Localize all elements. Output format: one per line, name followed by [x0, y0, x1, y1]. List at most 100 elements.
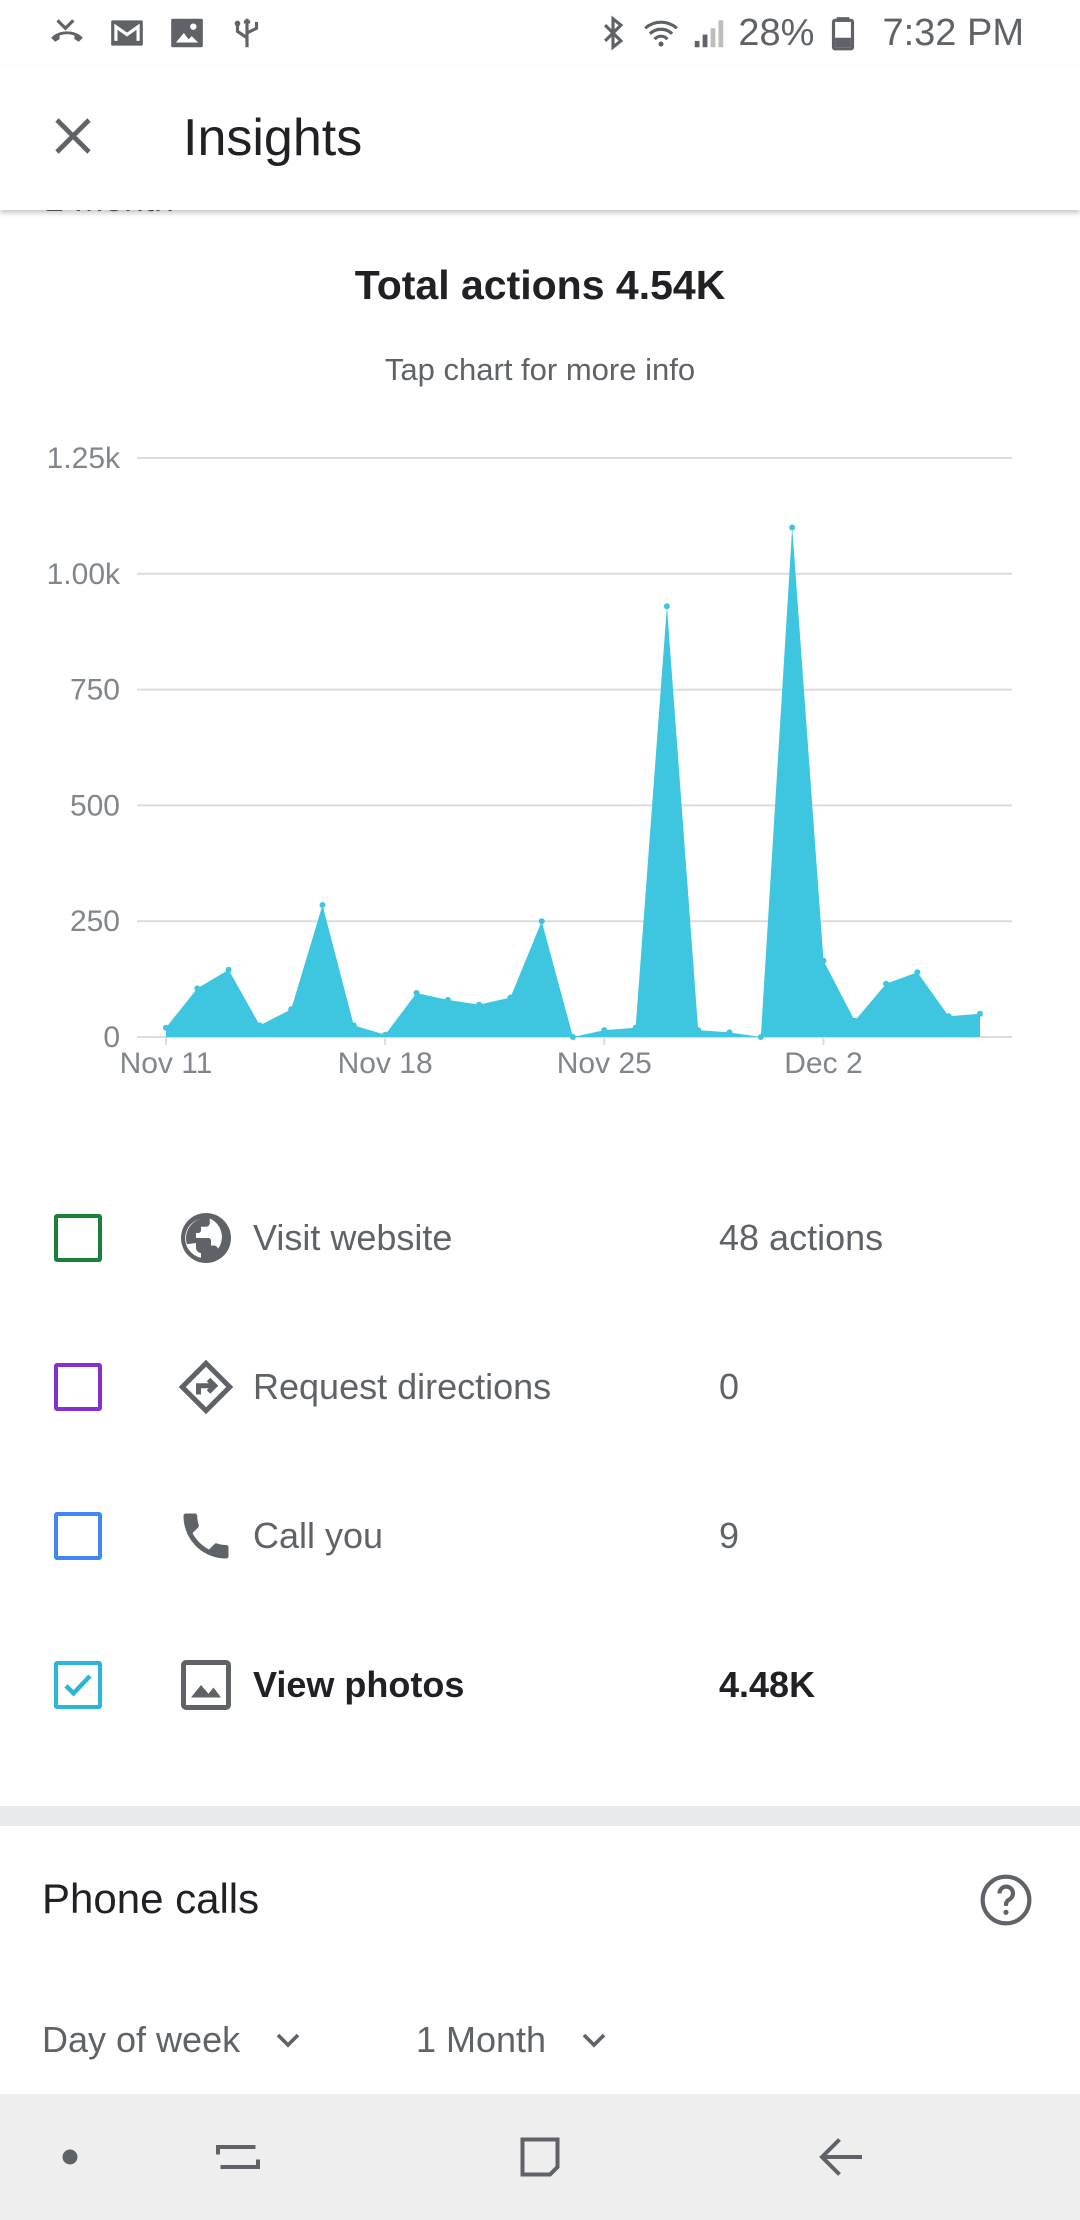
data-point — [225, 966, 232, 973]
data-point — [883, 980, 890, 987]
recents-button[interactable] — [208, 2127, 268, 2187]
data-point — [288, 1006, 295, 1013]
chevron-down-icon — [574, 2020, 614, 2060]
data-point — [914, 969, 921, 976]
data-point — [945, 1013, 952, 1020]
dropdown-label: Day of week — [42, 2019, 241, 2060]
action-value: 4.48K — [719, 1664, 816, 1705]
chart-title: Total actions 4.54K — [354, 262, 726, 308]
back-icon — [812, 2138, 872, 2191]
action-label: Call you — [253, 1515, 384, 1556]
data-point — [632, 1024, 639, 1031]
close-icon — [49, 112, 97, 165]
status-time: 7:32 PM — [882, 11, 1024, 54]
wifi-icon — [642, 14, 680, 52]
globe-icon — [176, 1208, 236, 1268]
visit-website-checkbox[interactable] — [54, 1214, 102, 1262]
day-of-week-dropdown[interactable]: Day of week — [42, 2010, 308, 2070]
action-label: Visit website — [253, 1217, 453, 1258]
action-value: 0 — [719, 1366, 740, 1407]
request-directions-checkbox[interactable] — [54, 1363, 102, 1411]
phone-calls-title: Phone calls — [42, 1875, 260, 1922]
chart-subtitle: Tap chart for more info — [384, 352, 696, 387]
data-point — [476, 1001, 483, 1008]
y-tick-label: 750 — [70, 674, 120, 707]
help-button[interactable] — [978, 1872, 1034, 1928]
status-left-icons — [48, 14, 266, 52]
data-point — [413, 990, 420, 996]
action-row-call-you[interactable]: Call you 9 — [0, 1476, 1080, 1596]
y-tick-label: 0 — [103, 1021, 120, 1054]
close-button[interactable] — [33, 98, 113, 178]
check-icon — [64, 1674, 92, 1697]
battery-percent: 28% — [738, 11, 815, 54]
action-row-request-directions[interactable]: Request directions 0 — [0, 1327, 1080, 1447]
navigation-bar — [0, 2094, 1080, 2220]
recents-icon — [208, 2145, 268, 2191]
data-point — [538, 918, 545, 925]
dropdown-label: 1 Month — [416, 2019, 547, 2060]
home-button[interactable] — [510, 2127, 570, 2187]
action-row-view-photos[interactable]: View photos 4.48K — [0, 1625, 1080, 1745]
data-point — [851, 1017, 858, 1024]
x-tick-label: Nov 25 — [557, 1047, 652, 1080]
data-point — [382, 1031, 389, 1038]
data-point — [194, 985, 201, 992]
directions-icon — [176, 1357, 236, 1417]
action-label: Request directions — [253, 1366, 552, 1407]
actions-chart[interactable]: 0 250 500 750 1.00k 1.25k Nov 11 Nov 18 Nov 25 De… — [0, 420, 1080, 1100]
action-value: 9 — [719, 1515, 740, 1556]
x-tick-label: Nov 11 — [120, 1047, 213, 1080]
data-point — [820, 957, 827, 964]
page-title: Insights — [183, 109, 363, 167]
dot-icon — [40, 2149, 100, 2191]
status-bar: 28% 7:32 PM — [0, 0, 1080, 66]
action-row-visit-website[interactable]: Visit website 48 actions — [0, 1178, 1080, 1298]
dot-button[interactable] — [40, 2127, 100, 2187]
data-point — [163, 1024, 169, 1031]
usb-icon — [228, 14, 266, 52]
status-right-icons: 28% 7:32 PM — [594, 12, 1024, 55]
data-point — [726, 1029, 733, 1036]
y-tick-label: 500 — [70, 789, 120, 822]
data-point — [757, 1034, 764, 1040]
y-tick-label: 250 — [70, 905, 120, 938]
data-point — [977, 1010, 983, 1017]
x-tick-label: Nov 18 — [338, 1047, 433, 1080]
gmail-icon — [108, 14, 146, 52]
y-tick-label: 1.25k — [47, 442, 121, 475]
data-point — [507, 994, 514, 1001]
data-point — [256, 1022, 263, 1029]
data-point — [695, 1027, 702, 1034]
data-point — [319, 902, 326, 908]
action-value: 48 actions — [719, 1217, 884, 1258]
help-icon — [978, 1874, 1034, 1932]
signal-icon — [690, 14, 728, 52]
phone-icon — [176, 1506, 236, 1566]
bluetooth-icon — [594, 14, 632, 52]
view-photos-checkbox[interactable] — [54, 1661, 102, 1709]
gallery-icon — [168, 14, 206, 52]
photo-icon — [176, 1655, 236, 1715]
data-point — [350, 1022, 357, 1029]
data-point — [663, 603, 670, 610]
missed-call-icon — [48, 14, 86, 52]
period-dropdown[interactable]: 1 Month — [416, 2010, 614, 2070]
action-label: View photos — [253, 1664, 465, 1705]
app-bar: Insights — [0, 66, 1080, 210]
data-point — [570, 1034, 576, 1040]
data-point — [601, 1027, 608, 1034]
data-point — [789, 524, 796, 531]
section-divider — [0, 1806, 1080, 1826]
x-tick-label: Dec 2 — [784, 1047, 862, 1080]
data-point — [444, 996, 451, 1003]
call-you-checkbox[interactable] — [54, 1512, 102, 1560]
back-button[interactable] — [812, 2127, 872, 2187]
y-tick-label: 1.00k — [47, 558, 121, 591]
series-area — [166, 527, 980, 1037]
battery-icon — [824, 14, 862, 52]
chevron-down-icon — [268, 2020, 308, 2060]
chart-svg[interactable]: 0 250 500 750 1.00k 1.25k Nov 11 Nov 18 Nov 25 De… — [0, 420, 1080, 1100]
home-icon — [510, 2137, 570, 2191]
